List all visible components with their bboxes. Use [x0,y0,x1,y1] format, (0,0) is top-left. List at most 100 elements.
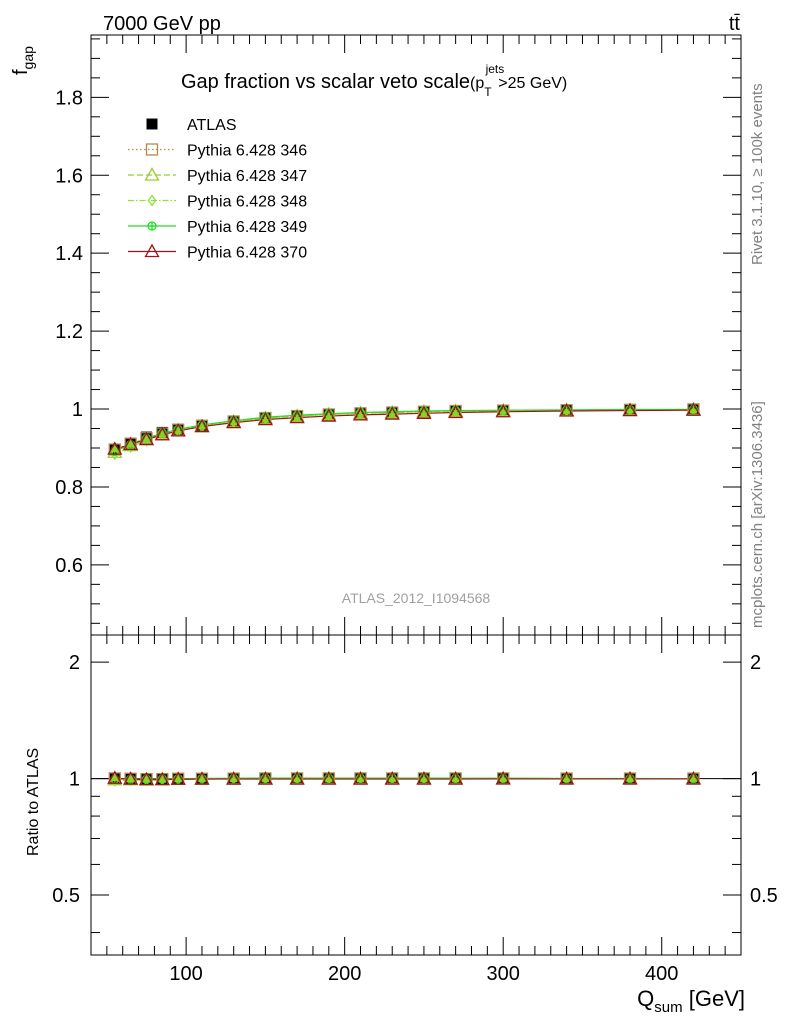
ratio-y-tick-label: 2 [69,652,80,674]
legend-label-pythia-6-428-348: Pythia 6.428 348 [187,194,307,211]
point-pythia-6-428-370 [289,409,305,424]
point-pythia-6-428-370 [685,402,702,416]
ratio-point-fill-370 [197,775,206,783]
ratio-point-pythia-6-428-370 [138,771,155,786]
legend-marker-atlas [146,118,158,130]
point-pythia-6-428-370 [384,406,400,420]
ratio-y-tick-label-right: 0.5 [750,885,778,907]
chart-title-main: Gap fraction vs scalar veto scale [181,71,470,93]
x-axis-label-unit: [GeV] [683,986,745,1011]
ratio-y-tick-label-right: 2 [750,652,761,674]
ratio-point-pythia-6-428-370 [685,771,702,785]
ratio-point-fill-370 [110,774,119,782]
point-pythia-6-428-348 [142,434,151,447]
point-fill-370 [126,440,135,448]
ratio-frame [90,634,742,956]
point-pythia-6-428-370 [226,414,242,429]
process-label: tt̄ [729,13,741,35]
ratio-point-fill-370 [689,774,698,782]
ratio-point-pythia-6-428-370 [622,771,638,785]
x-axis-label: Qsum [GeV] [637,986,745,1016]
point-fill-370 [419,409,428,417]
ratio-point-fill-370 [126,775,135,783]
legend-marker-pythia-6-428-370 [144,243,160,258]
point-fill-370 [388,410,397,418]
energy-label: 7000 GeV pp [103,13,221,35]
point-fill-370 [261,415,270,423]
x-tick-label: 100 [169,963,202,985]
point-pythia-6-428-370 [123,436,139,451]
ratio-point-fill-370 [419,775,428,783]
point-fill-370 [626,406,635,414]
ratio-y-tick-label-right: 1 [750,769,761,791]
main-x-ticks [106,35,726,635]
ratio-point-pythia-6-428-370 [123,771,139,785]
point-fill-370 [689,406,698,414]
point-pythia-6-428-370 [154,426,170,441]
ratio-point-pythia-6-428-370 [416,771,432,785]
point-fill-370 [562,406,571,414]
ratio-point-pythia-6-428-370 [495,771,511,785]
ratio-point-pythia-6-428-370 [289,771,305,785]
y-tick-label: 1 [72,399,83,421]
ratio-x-ticks [106,635,726,955]
legend: ATLAS Pythia 6.428 346 Pythia 6.428 347 Pyt… [128,117,307,262]
ratio-y-tick-label: 1 [69,769,80,791]
ratio-y-tick-label: 0.5 [52,885,80,907]
point-pythia-6-428-370 [622,402,638,417]
point-fill-370 [229,418,238,426]
point-fill-370 [324,412,333,420]
y-tick-label: 0.6 [55,555,83,577]
main-series-markers [107,401,702,461]
ratio-point-pythia-6-428-370 [558,771,575,785]
ratio-point-fill-370 [158,775,167,783]
ratio-point-fill-370 [229,775,238,783]
ratio-y-ticks: 0.5 0.5 1 1 2 2 [52,652,778,934]
ratio-series-markers [107,770,702,787]
ratio-point-pythia-6-428-370 [321,771,337,785]
point-fill-370 [174,426,183,434]
ratio-point-pythia-6-428-370 [352,771,369,785]
legend-label-pythia-6-428-349: Pythia 6.428 349 [187,219,307,236]
chart-title: Gap fraction vs scalar veto scale(pTjets… [181,62,567,99]
y-axis-label-main: f [10,69,32,75]
mcplots-label: mcplots.cern.ch [arXiv:1306.3436] [749,401,766,628]
legend-marker-pythia-6-428-347 [144,167,160,181]
point-fill-370 [142,435,151,443]
point-pythia-6-428-370 [194,418,210,433]
point-fill-370 [293,413,302,421]
legend-marker-pythia-6-428-348 [147,194,157,207]
ratio-point-fill-370 [626,774,635,782]
point-pythia-6-428-370 [558,403,575,417]
title-suffix-end: >25 GeV) [498,75,567,92]
point-pythia-6-428-370 [257,411,274,426]
x-tick-label: 300 [487,963,520,985]
legend-label-pythia-6-428-346: Pythia 6.428 346 [187,143,307,160]
ratio-point-fill-370 [174,775,183,783]
ratio-point-pythia-6-428-370 [154,771,170,786]
ratio-point-fill-370 [293,775,302,783]
analysis-watermark: ATLAS_2012_I1094568 [342,590,491,606]
point-pythia-6-428-370 [352,407,369,421]
legend-label-pythia-6-428-370: Pythia 6.428 370 [187,245,307,262]
point-pythia-6-428-370 [107,441,123,455]
point-pythia-6-428-370 [448,404,464,419]
point-fill-370 [499,407,508,415]
ratio-point-fill-370 [142,775,151,783]
ratio-point-pythia-6-428-370 [107,770,123,784]
point-pythia-6-428-370 [416,405,432,419]
legend-label-pythia-6-428-347: Pythia 6.428 347 [187,168,307,185]
point-fill-370 [451,408,460,416]
ratio-point-pythia-6-428-370 [384,771,400,785]
legend-marker-pythia-6-428-346 [145,143,159,156]
y-axis-label-sub: gap [20,46,36,70]
ratio-point-fill-370 [356,775,365,783]
ratio-point-fill-370 [388,775,397,783]
ratio-point-fill-370 [324,775,333,783]
x-axis-label-sub: sum [654,999,682,1016]
y-tick-label: 1.8 [55,87,83,109]
y-tick-label: 0.8 [55,477,83,499]
y-axis-label: fgap [10,46,36,75]
ratio-point-pythia-6-428-370 [226,771,242,785]
